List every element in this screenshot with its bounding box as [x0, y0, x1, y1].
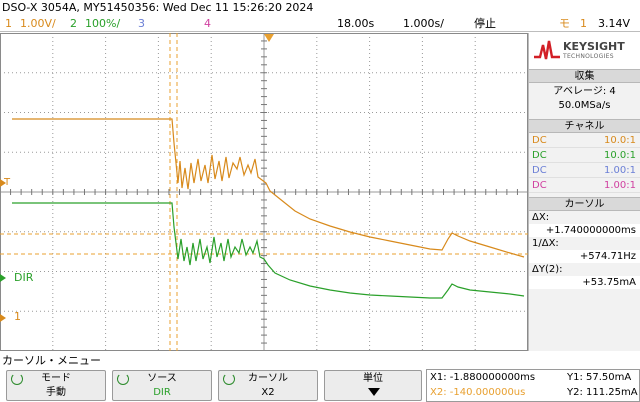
ch2-scale[interactable]: 100%/	[85, 17, 121, 30]
channel-row-1[interactable]: DC 10.0:1	[529, 133, 640, 148]
ch1-probe: 10.0:1	[604, 135, 636, 146]
horizontal-delay[interactable]: 18.00s	[337, 17, 375, 30]
ch4-number[interactable]: 4	[204, 17, 211, 30]
ch1-ground-marker[interactable]	[0, 314, 6, 322]
menu-title: カーソル・メニュー	[2, 354, 101, 367]
cursor-softkey[interactable]: カーソル X2	[218, 370, 318, 401]
ch3-probe: 1.00:1	[604, 165, 636, 176]
grid-frame	[0, 33, 528, 351]
ch1-trace-label[interactable]: 1	[14, 310, 21, 323]
channel-status-bar: 1 1.00V/ 2 100%/ 3 4 18.00s 1.000s/ 停止 モ…	[0, 15, 640, 32]
delta-x-label: ΔX:	[532, 212, 550, 223]
rotate-knob-icon	[11, 373, 23, 385]
trigger-level-marker[interactable]: T	[4, 177, 11, 188]
ch1-scale[interactable]: 1.00V/	[20, 17, 56, 30]
ch2-number[interactable]: 2	[70, 17, 77, 30]
delta-x-value: +1.740000000ms	[529, 224, 640, 237]
ch2-probe: 10.0:1	[604, 150, 636, 161]
source-label: ソース	[147, 373, 177, 384]
x2-readout: X2: -140.000000us	[430, 387, 526, 398]
cursor-value: X2	[261, 387, 275, 398]
source-value: DIR	[153, 387, 171, 398]
channel-row-2[interactable]: DC 10.0:1	[529, 148, 640, 163]
rotate-knob-icon	[223, 373, 235, 385]
rotate-knob-icon	[117, 373, 129, 385]
ch2-ground-marker[interactable]	[0, 274, 6, 282]
ch2-trace-label[interactable]: DIR	[14, 271, 34, 284]
delta-y-value: +53.75mA	[529, 276, 640, 289]
units-softkey[interactable]: 単位	[324, 370, 422, 401]
ch3-coupling: DC	[532, 165, 547, 176]
delta-y-label: ΔY(2):	[532, 264, 563, 275]
ch2-trace	[12, 202, 525, 299]
trigger-channel: 1	[580, 17, 587, 30]
cursor-label: カーソル	[248, 373, 288, 384]
ch3-number[interactable]: 3	[138, 17, 145, 30]
info-panel: KEYSIGHT TECHNOLOGIES 収集 アベレージ: 4 50.0MS…	[528, 33, 640, 351]
acquire-header[interactable]: 収集	[529, 69, 640, 83]
timebase-scale[interactable]: 1.000s/	[403, 17, 444, 30]
units-label: 単位	[363, 373, 383, 384]
inverse-delta-x-label: 1/ΔX:	[532, 238, 559, 249]
x1-readout: X1: -1.880000000ms	[430, 372, 536, 383]
trigger-position-marker[interactable]	[264, 34, 274, 42]
ch4-coupling: DC	[532, 180, 547, 191]
y1-readout: Y1: 57.50mA	[567, 372, 632, 383]
channels-header[interactable]: チャネル	[529, 119, 640, 133]
ch1-trace	[12, 118, 525, 258]
graticule	[0, 33, 528, 351]
keysight-wave-icon	[534, 40, 560, 60]
waveform-display[interactable]: T DIR 1	[0, 33, 528, 351]
channel-row-4[interactable]: DC 1.00:1	[529, 178, 640, 193]
trigger-level[interactable]: 3.14V	[598, 17, 631, 30]
mode-label: モード	[41, 373, 71, 384]
source-softkey[interactable]: ソース DIR	[112, 370, 212, 401]
cursor-readout: X1: -1.880000000ms X2: -140.000000us Y1:…	[426, 369, 640, 402]
brand-logo: KEYSIGHT TECHNOLOGIES	[529, 33, 640, 69]
ch2-coupling: DC	[532, 150, 547, 161]
ch4-probe: 1.00:1	[604, 180, 636, 191]
channel-ground-markers	[0, 179, 6, 322]
inverse-delta-x-value: +574.71Hz	[529, 250, 640, 263]
acquire-mode: アベレージ: 4	[553, 86, 616, 97]
cursors-header[interactable]: カーソル	[529, 197, 640, 211]
run-state: 停止	[474, 17, 496, 30]
sample-rate: 50.0MSa/s	[558, 100, 611, 111]
ch1-number[interactable]: 1	[5, 17, 12, 30]
submenu-arrow-icon	[368, 388, 380, 396]
mode-value: 手動	[46, 387, 66, 398]
mode-softkey[interactable]: モード 手動	[6, 370, 106, 401]
brand-name: KEYSIGHT	[563, 40, 625, 53]
y2-readout: Y2: 111.25mA	[567, 387, 638, 398]
channel-row-3[interactable]: DC 1.00:1	[529, 163, 640, 178]
trigger-level-arrow[interactable]	[0, 179, 6, 187]
ch1-coupling: DC	[532, 135, 547, 146]
brand-sub: TECHNOLOGIES	[563, 53, 614, 60]
trigger-mode: モ	[559, 17, 570, 30]
window-title: DSO-X 3054A, MY51450356: Wed Dec 11 15:2…	[2, 1, 314, 14]
